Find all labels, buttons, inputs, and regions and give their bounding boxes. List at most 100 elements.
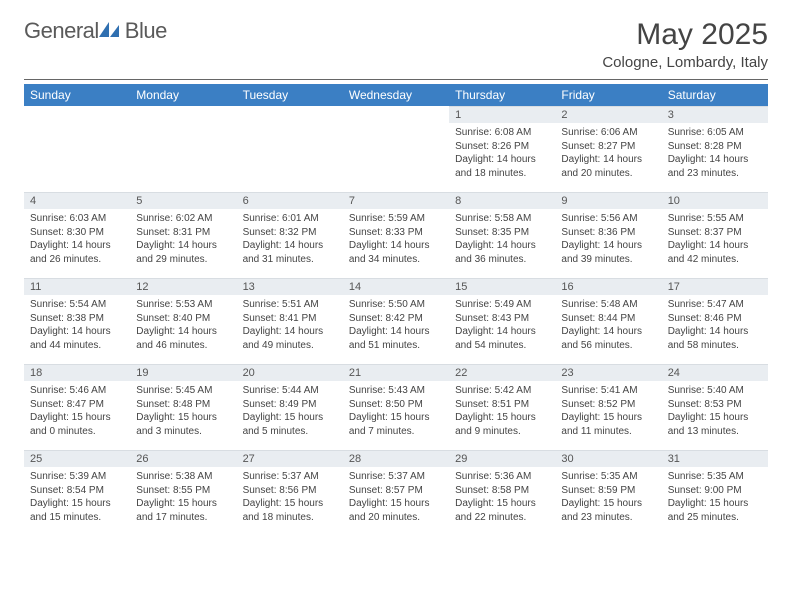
sunrise-text: Sunrise: 5:38 AM: [136, 470, 230, 484]
day-number: 23: [555, 364, 661, 381]
day-details: Sunrise: 6:05 AMSunset: 8:28 PMDaylight:…: [662, 123, 768, 184]
sunrise-text: Sunrise: 5:35 AM: [561, 470, 655, 484]
sunset-text: Sunset: 8:42 PM: [349, 312, 443, 326]
daylight-text: Daylight: 15 hours and 22 minutes.: [455, 497, 549, 524]
daylight-text: Daylight: 15 hours and 17 minutes.: [136, 497, 230, 524]
day-cell: 4Sunrise: 6:03 AMSunset: 8:30 PMDaylight…: [24, 192, 130, 278]
daylight-text: Daylight: 15 hours and 25 minutes.: [668, 497, 762, 524]
sunrise-text: Sunrise: 6:03 AM: [30, 212, 124, 226]
day-number: 13: [237, 278, 343, 295]
day-details: Sunrise: 5:42 AMSunset: 8:51 PMDaylight:…: [449, 381, 555, 442]
sunrise-text: Sunrise: 5:46 AM: [30, 384, 124, 398]
day-cell: 29Sunrise: 5:36 AMSunset: 8:58 PMDayligh…: [449, 450, 555, 536]
day-number: 9: [555, 192, 661, 209]
sunrise-text: Sunrise: 5:48 AM: [561, 298, 655, 312]
day-cell: 30Sunrise: 5:35 AMSunset: 8:59 PMDayligh…: [555, 450, 661, 536]
daylight-text: Daylight: 15 hours and 7 minutes.: [349, 411, 443, 438]
day-details: Sunrise: 5:40 AMSunset: 8:53 PMDaylight:…: [662, 381, 768, 442]
page-subtitle: Cologne, Lombardy, Italy: [602, 54, 768, 71]
sunset-text: Sunset: 8:43 PM: [455, 312, 549, 326]
day-number: 10: [662, 192, 768, 209]
day-details: Sunrise: 5:47 AMSunset: 8:46 PMDaylight:…: [662, 295, 768, 356]
day-cell: [24, 106, 130, 192]
day-cell: 19Sunrise: 5:45 AMSunset: 8:48 PMDayligh…: [130, 364, 236, 450]
day-cell: 18Sunrise: 5:46 AMSunset: 8:47 PMDayligh…: [24, 364, 130, 450]
day-number: 28: [343, 450, 449, 467]
day-cell: 28Sunrise: 5:37 AMSunset: 8:57 PMDayligh…: [343, 450, 449, 536]
daylight-text: Daylight: 14 hours and 46 minutes.: [136, 325, 230, 352]
calendar-page: General Blue May 2025 Cologne, Lombardy,…: [0, 0, 792, 554]
sunrise-text: Sunrise: 5:37 AM: [349, 470, 443, 484]
weekday-sunday: Sunday: [24, 84, 130, 106]
day-cell: 15Sunrise: 5:49 AMSunset: 8:43 PMDayligh…: [449, 278, 555, 364]
sunrise-text: Sunrise: 6:06 AM: [561, 126, 655, 140]
sunrise-text: Sunrise: 5:39 AM: [30, 470, 124, 484]
daylight-text: Daylight: 15 hours and 18 minutes.: [243, 497, 337, 524]
day-cell: 13Sunrise: 5:51 AMSunset: 8:41 PMDayligh…: [237, 278, 343, 364]
day-details: Sunrise: 5:38 AMSunset: 8:55 PMDaylight:…: [130, 467, 236, 528]
sunset-text: Sunset: 8:37 PM: [668, 226, 762, 240]
sunset-text: Sunset: 8:51 PM: [455, 398, 549, 412]
page-title: May 2025: [602, 18, 768, 52]
day-details: Sunrise: 6:03 AMSunset: 8:30 PMDaylight:…: [24, 209, 130, 270]
title-block: May 2025 Cologne, Lombardy, Italy: [602, 18, 768, 71]
daylight-text: Daylight: 15 hours and 9 minutes.: [455, 411, 549, 438]
brand-name-b: Blue: [125, 18, 167, 44]
day-number: 16: [555, 278, 661, 295]
day-cell: 1Sunrise: 6:08 AMSunset: 8:26 PMDaylight…: [449, 106, 555, 192]
day-details: Sunrise: 5:35 AMSunset: 9:00 PMDaylight:…: [662, 467, 768, 528]
day-cell: 11Sunrise: 5:54 AMSunset: 8:38 PMDayligh…: [24, 278, 130, 364]
day-details: Sunrise: 5:46 AMSunset: 8:47 PMDaylight:…: [24, 381, 130, 442]
daylight-text: Daylight: 15 hours and 15 minutes.: [30, 497, 124, 524]
day-details: Sunrise: 5:53 AMSunset: 8:40 PMDaylight:…: [130, 295, 236, 356]
sunset-text: Sunset: 8:32 PM: [243, 226, 337, 240]
day-number: 25: [24, 450, 130, 467]
day-number: 15: [449, 278, 555, 295]
header-divider: [24, 79, 768, 80]
day-details: Sunrise: 5:36 AMSunset: 8:58 PMDaylight:…: [449, 467, 555, 528]
sunset-text: Sunset: 8:31 PM: [136, 226, 230, 240]
day-number: 29: [449, 450, 555, 467]
day-number: 12: [130, 278, 236, 295]
sunrise-text: Sunrise: 5:41 AM: [561, 384, 655, 398]
day-number: 11: [24, 278, 130, 295]
sunset-text: Sunset: 8:26 PM: [455, 140, 549, 154]
sunrise-text: Sunrise: 6:08 AM: [455, 126, 549, 140]
sunrise-text: Sunrise: 5:35 AM: [668, 470, 762, 484]
daylight-text: Daylight: 15 hours and 0 minutes.: [30, 411, 124, 438]
weekday-monday: Monday: [130, 84, 236, 106]
day-details: Sunrise: 5:44 AMSunset: 8:49 PMDaylight:…: [237, 381, 343, 442]
day-number: 3: [662, 106, 768, 123]
sunset-text: Sunset: 8:53 PM: [668, 398, 762, 412]
day-cell: 17Sunrise: 5:47 AMSunset: 8:46 PMDayligh…: [662, 278, 768, 364]
day-details: Sunrise: 5:50 AMSunset: 8:42 PMDaylight:…: [343, 295, 449, 356]
day-number: 19: [130, 364, 236, 381]
day-cell: 5Sunrise: 6:02 AMSunset: 8:31 PMDaylight…: [130, 192, 236, 278]
daylight-text: Daylight: 15 hours and 5 minutes.: [243, 411, 337, 438]
day-details: Sunrise: 5:56 AMSunset: 8:36 PMDaylight:…: [555, 209, 661, 270]
day-number: 26: [130, 450, 236, 467]
sunset-text: Sunset: 8:35 PM: [455, 226, 549, 240]
day-number: 1: [449, 106, 555, 123]
day-details: Sunrise: 5:54 AMSunset: 8:38 PMDaylight:…: [24, 295, 130, 356]
day-details: Sunrise: 5:59 AMSunset: 8:33 PMDaylight:…: [343, 209, 449, 270]
day-number: 2: [555, 106, 661, 123]
week-row: 4Sunrise: 6:03 AMSunset: 8:30 PMDaylight…: [24, 192, 768, 278]
brand-sail-icon: [99, 20, 121, 43]
sunrise-text: Sunrise: 5:40 AM: [668, 384, 762, 398]
daylight-text: Daylight: 14 hours and 56 minutes.: [561, 325, 655, 352]
day-number: 27: [237, 450, 343, 467]
day-number: 17: [662, 278, 768, 295]
day-details: Sunrise: 5:45 AMSunset: 8:48 PMDaylight:…: [130, 381, 236, 442]
sunset-text: Sunset: 8:52 PM: [561, 398, 655, 412]
day-number: 30: [555, 450, 661, 467]
day-number: 24: [662, 364, 768, 381]
sunrise-text: Sunrise: 6:01 AM: [243, 212, 337, 226]
calendar-body: 1 Sunrise: 6:08 AMSunset: 8:26 PM Daylight…: [24, 106, 768, 536]
daylight-text: Daylight: 14 hours and 20 minutes.: [561, 153, 655, 180]
sunset-text: Sunset: 8:56 PM: [243, 484, 337, 498]
sunrise-text: Sunrise: 5:53 AM: [136, 298, 230, 312]
daylight-text: Daylight: 14 hours and 34 minutes.: [349, 239, 443, 266]
day-cell: 31Sunrise: 5:35 AMSunset: 9:00 PMDayligh…: [662, 450, 768, 536]
day-number: 7: [343, 192, 449, 209]
